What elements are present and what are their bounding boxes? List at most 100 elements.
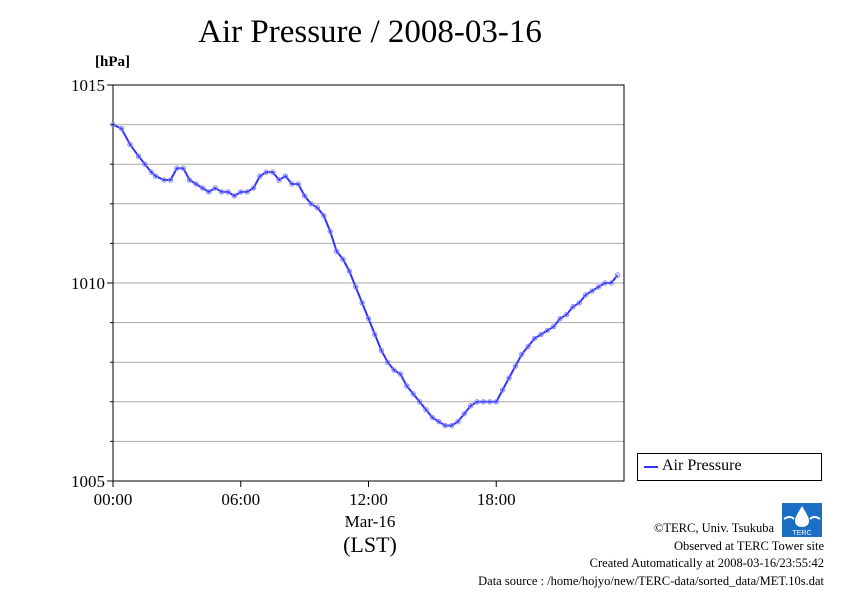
- data-point: [225, 189, 231, 195]
- x-tick-label: 06:00: [221, 490, 260, 509]
- wave-icon: [783, 516, 821, 520]
- y-axis-unit: [hPa]: [95, 54, 130, 70]
- data-point: [346, 268, 353, 274]
- credits-source: Data source : /home/hojyo/new/TERC-data/…: [478, 573, 824, 588]
- data-point: [142, 161, 148, 167]
- data-point: [512, 363, 519, 369]
- data-point: [614, 272, 621, 278]
- credits-copyright: ©TERC, Univ. Tsukuba: [653, 521, 774, 535]
- data-point: [493, 399, 499, 405]
- credits-created: Created Automatically at 2008-03-16/23:5…: [589, 556, 824, 570]
- data-point: [199, 185, 206, 191]
- data-point: [391, 367, 397, 373]
- data-point: [499, 387, 506, 393]
- data-point: [589, 288, 595, 294]
- data-point: [193, 181, 199, 187]
- data-point: [308, 201, 314, 207]
- data-point: [263, 169, 269, 175]
- data-point: [538, 331, 544, 338]
- data-point: [110, 121, 116, 128]
- data-point: [327, 228, 333, 235]
- data-point: [404, 383, 410, 389]
- data-point: [487, 399, 493, 405]
- data-point: [519, 351, 525, 357]
- data-point: [180, 165, 186, 171]
- data-point: [365, 315, 372, 322]
- credits-block: ©TERC, Univ. Tsukuba Observed at TERC To…: [478, 520, 824, 590]
- data-point: [314, 205, 321, 211]
- data-point: [455, 418, 461, 425]
- data-point: [321, 212, 327, 219]
- x-axis-date: Mar-16: [344, 512, 396, 531]
- data-point: [448, 422, 455, 429]
- x-tick-label: 12:00: [349, 490, 388, 509]
- data-point: [186, 177, 193, 183]
- data-point: [161, 177, 167, 183]
- legend-swatch: [644, 466, 658, 468]
- x-tick-label: 18:00: [477, 490, 516, 509]
- data-point: [410, 391, 416, 397]
- data-point: [576, 300, 582, 306]
- data-point: [231, 193, 238, 199]
- data-point: [372, 331, 378, 338]
- terc-logo: TERC: [782, 503, 822, 537]
- water-drop-icon: [795, 506, 809, 527]
- data-point: [148, 169, 155, 175]
- data-point: [301, 193, 308, 199]
- data-point: [557, 315, 563, 322]
- data-point: [474, 399, 480, 405]
- credits-site: Observed at TERC Tower site: [673, 538, 824, 553]
- data-point: [544, 327, 551, 334]
- data-point: [282, 173, 289, 179]
- data-point: [384, 359, 391, 365]
- data-point: [353, 284, 359, 290]
- data-point: [340, 256, 346, 262]
- data-point: [167, 177, 174, 183]
- data-point: [333, 248, 340, 255]
- data-point: [289, 181, 295, 187]
- series-line: [112, 123, 619, 427]
- y-tick-label: 1015: [71, 76, 105, 95]
- data-point: [218, 189, 225, 195]
- data-point: [212, 185, 218, 191]
- data-point: [378, 347, 384, 354]
- data-point: [238, 189, 244, 195]
- data-point: [118, 125, 125, 132]
- x-tick-label: 00:00: [94, 490, 133, 509]
- data-point: [595, 284, 602, 290]
- data-point: [127, 141, 133, 148]
- data-point: [551, 323, 557, 330]
- data-point: [442, 422, 448, 429]
- data-point: [531, 335, 538, 342]
- data-point: [506, 375, 512, 381]
- y-tick-label: 1010: [71, 274, 105, 293]
- data-point: [359, 300, 365, 306]
- data-point: [397, 371, 404, 377]
- legend-label: Air Pressure: [662, 457, 742, 474]
- data-point: [570, 304, 576, 310]
- data-point: [436, 418, 442, 425]
- data-point: [582, 292, 589, 298]
- data-point: [416, 399, 423, 405]
- data-point: [174, 165, 180, 171]
- data-point: [257, 173, 263, 179]
- y-tick-label: 1005: [71, 472, 105, 491]
- legend: Air Pressure: [637, 453, 822, 481]
- data-point: [563, 311, 570, 318]
- logo-text: TERC: [792, 530, 811, 537]
- chart-title: Air Pressure / 2008-03-16: [198, 14, 542, 50]
- data-point: [135, 153, 142, 159]
- data-point: [525, 343, 531, 350]
- data-point: [423, 407, 429, 413]
- data-point: [295, 181, 301, 187]
- data-point: [468, 403, 474, 409]
- data-point: [480, 399, 487, 405]
- data-point: [244, 189, 250, 195]
- data-point: [152, 173, 159, 179]
- data-point: [276, 177, 282, 183]
- x-axis-unit: (LST): [343, 532, 397, 557]
- data-point: [608, 280, 614, 286]
- data-point: [429, 414, 436, 421]
- data-point: [250, 185, 257, 191]
